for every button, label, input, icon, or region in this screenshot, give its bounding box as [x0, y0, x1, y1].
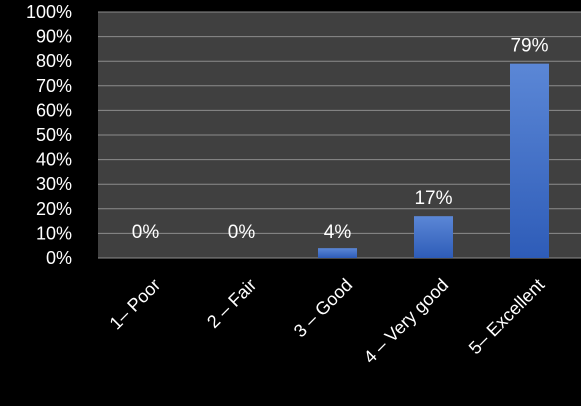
gridlines [98, 11, 581, 259]
bar [510, 63, 549, 258]
y-tick-label: 30% [36, 174, 72, 194]
bars [318, 63, 549, 258]
data-labels: 0% 0% 4% 17% 79% [132, 36, 549, 243]
x-axis-category-labels: 1– Poor 2 – Fair 3 – Good 4 – Very good 5– E… [106, 275, 549, 368]
x-category-label: 4 – Very good [360, 275, 453, 368]
x-category-label: 1– Poor [106, 275, 165, 334]
y-tick-label: 100% [26, 2, 72, 22]
y-tick-label: 20% [36, 199, 72, 219]
bar [414, 216, 453, 258]
x-category-label: 5– Excellent [465, 275, 548, 358]
y-tick-label: 70% [36, 76, 72, 96]
y-axis-tick-labels: 0% 10% 20% 30% 40% 50% 60% 70% 80% 90% 100% [26, 2, 72, 268]
y-tick-label: 90% [36, 27, 72, 47]
data-label: 0% [228, 222, 256, 243]
y-tick-label: 40% [36, 150, 72, 170]
x-category-label: 3 – Good [290, 275, 357, 342]
data-label: 17% [414, 188, 452, 209]
y-tick-label: 10% [36, 223, 72, 243]
data-label: 79% [510, 36, 548, 57]
x-category-label: 2 – Fair [203, 275, 260, 332]
bar [318, 248, 357, 258]
y-tick-label: 0% [46, 248, 72, 268]
y-tick-label: 80% [36, 51, 72, 71]
y-tick-label: 60% [36, 100, 72, 120]
y-tick-label: 50% [36, 125, 72, 145]
data-label: 0% [132, 222, 160, 243]
data-label: 4% [324, 222, 352, 243]
